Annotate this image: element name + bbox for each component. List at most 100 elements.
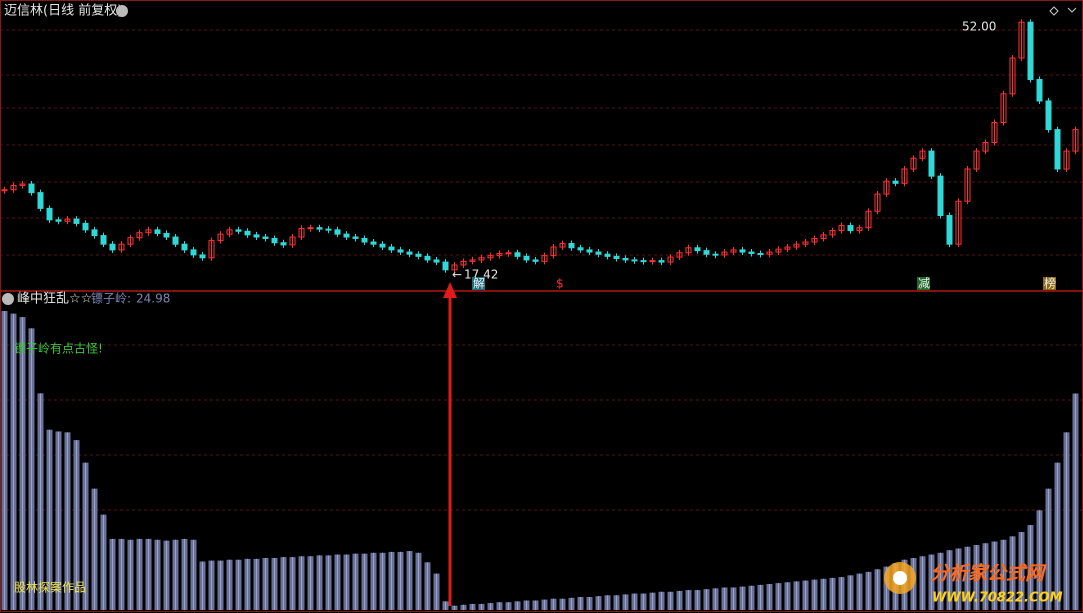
candle (856, 227, 863, 232)
candle (37, 192, 44, 209)
candle (91, 229, 98, 237)
candle (640, 260, 647, 263)
candle (631, 259, 638, 262)
candle (1000, 93, 1007, 123)
candle (721, 251, 728, 256)
candle (514, 252, 521, 257)
candle (235, 229, 242, 232)
candle (901, 168, 908, 184)
signal-box (1043, 277, 1056, 290)
candle (154, 229, 161, 234)
candle (397, 249, 404, 253)
candle (82, 222, 89, 231)
candle (586, 249, 593, 253)
candle (559, 242, 566, 248)
candle (982, 141, 989, 152)
candle (820, 234, 827, 239)
candle (208, 240, 215, 259)
candle (757, 252, 764, 255)
candle (352, 236, 359, 239)
candle (46, 207, 53, 221)
candle (1018, 21, 1025, 59)
candle (883, 180, 890, 195)
candle (613, 255, 620, 259)
candle (10, 184, 17, 191)
watermark: 分析家公式网 WWW.70822.COM (884, 562, 1063, 606)
candle (505, 252, 512, 255)
candle (1036, 78, 1043, 102)
candle (730, 249, 737, 253)
candle (298, 227, 305, 238)
candle (739, 249, 746, 253)
candle (991, 121, 998, 143)
candle (523, 255, 530, 261)
menu-icon[interactable] (116, 5, 128, 17)
candle (874, 193, 881, 212)
candle (1072, 129, 1079, 152)
candle (622, 257, 629, 261)
candle (109, 243, 116, 251)
candle (649, 260, 656, 263)
candle (793, 243, 800, 248)
chart-title: 迈信林(日线 前复权) (4, 3, 122, 19)
candle (595, 251, 602, 255)
candle (577, 247, 584, 251)
candle (865, 210, 872, 229)
candle (802, 241, 809, 245)
candle (955, 200, 962, 245)
candle (910, 157, 917, 170)
candle (271, 237, 278, 244)
candle (424, 255, 431, 261)
candle (451, 264, 458, 271)
candle (442, 261, 449, 271)
menu-icon[interactable] (2, 293, 14, 305)
candle (64, 218, 71, 222)
candle (262, 236, 269, 239)
candle (604, 253, 611, 257)
candle (496, 252, 503, 257)
candle (325, 228, 332, 231)
candle (73, 218, 80, 224)
candle (163, 232, 170, 238)
candle (1009, 57, 1016, 95)
candle (253, 234, 260, 238)
candle (244, 230, 251, 236)
candle (469, 259, 476, 262)
candle (217, 233, 224, 242)
signal: $ (556, 277, 564, 291)
series-value: 24.98 (136, 292, 170, 306)
candle (415, 253, 422, 257)
candle (433, 259, 440, 263)
candle (226, 229, 233, 235)
signal-box (472, 277, 485, 290)
candle (460, 260, 467, 266)
candle (487, 255, 494, 259)
indicator-title: 峰中狂乱☆☆ (17, 292, 92, 307)
panel-icons[interactable] (1049, 6, 1077, 16)
candle (703, 250, 710, 255)
candle (343, 233, 350, 238)
candle (136, 232, 143, 239)
candle (847, 225, 854, 232)
candle (838, 225, 845, 232)
candle (712, 253, 719, 256)
annotation-arrow: ← (452, 268, 462, 282)
candle (1045, 100, 1052, 131)
candle (478, 257, 485, 261)
candle (964, 168, 971, 202)
candle (1, 189, 8, 192)
signal: 榜 (1044, 276, 1056, 291)
candle (541, 255, 548, 262)
annotation: 股林探案作品 (14, 580, 86, 595)
candle (1063, 150, 1070, 170)
candle (811, 237, 818, 243)
candle (973, 150, 980, 170)
candle (316, 227, 323, 230)
signal-box (917, 277, 930, 290)
candle (766, 251, 773, 255)
candle (100, 235, 107, 245)
candle (361, 237, 368, 243)
series-name: 镖子岭: (91, 291, 131, 306)
candle (1027, 21, 1034, 80)
